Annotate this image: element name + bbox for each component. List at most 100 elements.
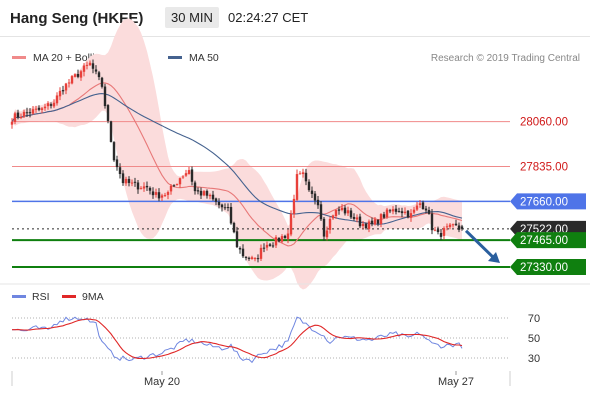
candle xyxy=(310,186,314,199)
candle-body xyxy=(289,213,293,235)
candle xyxy=(43,103,47,111)
candle-body xyxy=(202,191,206,196)
candle xyxy=(34,105,38,113)
candle xyxy=(325,226,329,241)
candle xyxy=(136,179,140,194)
candle xyxy=(127,176,131,187)
rsi-legend-label: RSI xyxy=(32,291,50,303)
candle-body xyxy=(208,194,212,197)
candle xyxy=(79,69,83,81)
candle xyxy=(187,166,191,175)
candle xyxy=(280,234,284,244)
candle-body xyxy=(253,258,257,260)
candle xyxy=(334,209,338,219)
candle-body xyxy=(121,173,125,184)
candle-body xyxy=(85,64,89,66)
level-label: 27835.00 xyxy=(520,161,568,173)
candle xyxy=(190,166,194,186)
candle-body xyxy=(391,209,395,212)
candle-body xyxy=(355,217,359,220)
candle xyxy=(67,79,71,88)
candle xyxy=(322,216,326,241)
candle xyxy=(112,141,116,162)
candle xyxy=(145,181,149,192)
level-label: 28060.00 xyxy=(520,117,568,129)
candle-body xyxy=(28,112,32,114)
candle-body xyxy=(136,182,140,190)
candle-body xyxy=(388,210,392,212)
candle-body xyxy=(100,77,104,87)
candle xyxy=(166,190,170,200)
candle-body xyxy=(205,190,209,196)
candle xyxy=(250,255,254,260)
candle xyxy=(403,207,407,215)
candle xyxy=(247,256,251,261)
candle xyxy=(448,223,452,230)
candle-body xyxy=(178,178,182,185)
candle-body xyxy=(301,172,305,175)
candle xyxy=(238,246,242,254)
candle-body xyxy=(403,211,407,213)
candle xyxy=(388,208,392,214)
candle-body xyxy=(424,208,428,211)
candle xyxy=(217,198,221,209)
rsi-tick-label: 70 xyxy=(528,313,540,325)
candle-body xyxy=(298,173,302,175)
candle xyxy=(175,183,179,186)
candle xyxy=(232,221,236,234)
candle-body xyxy=(169,186,173,192)
candle-body xyxy=(352,216,356,219)
candle-body xyxy=(52,102,56,107)
candle-body xyxy=(133,181,137,183)
candle-body xyxy=(328,218,332,230)
candle xyxy=(37,105,41,112)
candle xyxy=(148,186,152,195)
candle-body xyxy=(439,233,443,237)
candle xyxy=(196,187,200,195)
candle xyxy=(274,235,278,248)
candle xyxy=(151,187,155,199)
candle xyxy=(103,83,107,109)
candle-body xyxy=(10,121,14,125)
timeframe-badge[interactable]: 30 MIN xyxy=(165,7,219,28)
timestamp: 02:24:27 CET xyxy=(228,10,309,25)
candle xyxy=(445,223,449,231)
candle xyxy=(199,187,203,200)
candle-body xyxy=(385,209,389,218)
candle xyxy=(46,101,50,110)
candle xyxy=(259,244,263,261)
candle xyxy=(376,219,380,227)
candle xyxy=(460,224,464,231)
candle xyxy=(427,206,431,215)
candle-body xyxy=(292,198,296,215)
candle-body xyxy=(400,211,404,214)
candle-body xyxy=(310,190,314,194)
candle-body xyxy=(265,244,269,248)
candle-body xyxy=(460,226,464,229)
bollinger-band xyxy=(12,18,462,290)
candle-body xyxy=(145,185,149,188)
candle-body xyxy=(58,90,62,97)
candle-body xyxy=(103,86,107,107)
candle-body xyxy=(160,195,164,198)
candle-body xyxy=(358,216,362,227)
candle-body xyxy=(118,167,122,175)
level-tag xyxy=(510,232,586,249)
candle-body xyxy=(124,178,128,184)
candle xyxy=(256,254,260,263)
candle-body xyxy=(262,247,266,249)
candle xyxy=(439,228,443,241)
candle-body xyxy=(211,194,215,200)
candle-body xyxy=(397,211,401,213)
candle xyxy=(169,184,173,195)
candle xyxy=(121,170,125,186)
x-tick-label: May 27 xyxy=(438,376,474,388)
candle xyxy=(211,190,215,201)
candle-body xyxy=(142,186,146,189)
candle xyxy=(391,206,395,215)
candle-body xyxy=(331,215,335,219)
instrument-title: Hang Seng (HKFE) xyxy=(10,10,144,27)
candle-body xyxy=(40,108,44,110)
candle xyxy=(118,163,122,179)
candle-body xyxy=(457,225,461,230)
